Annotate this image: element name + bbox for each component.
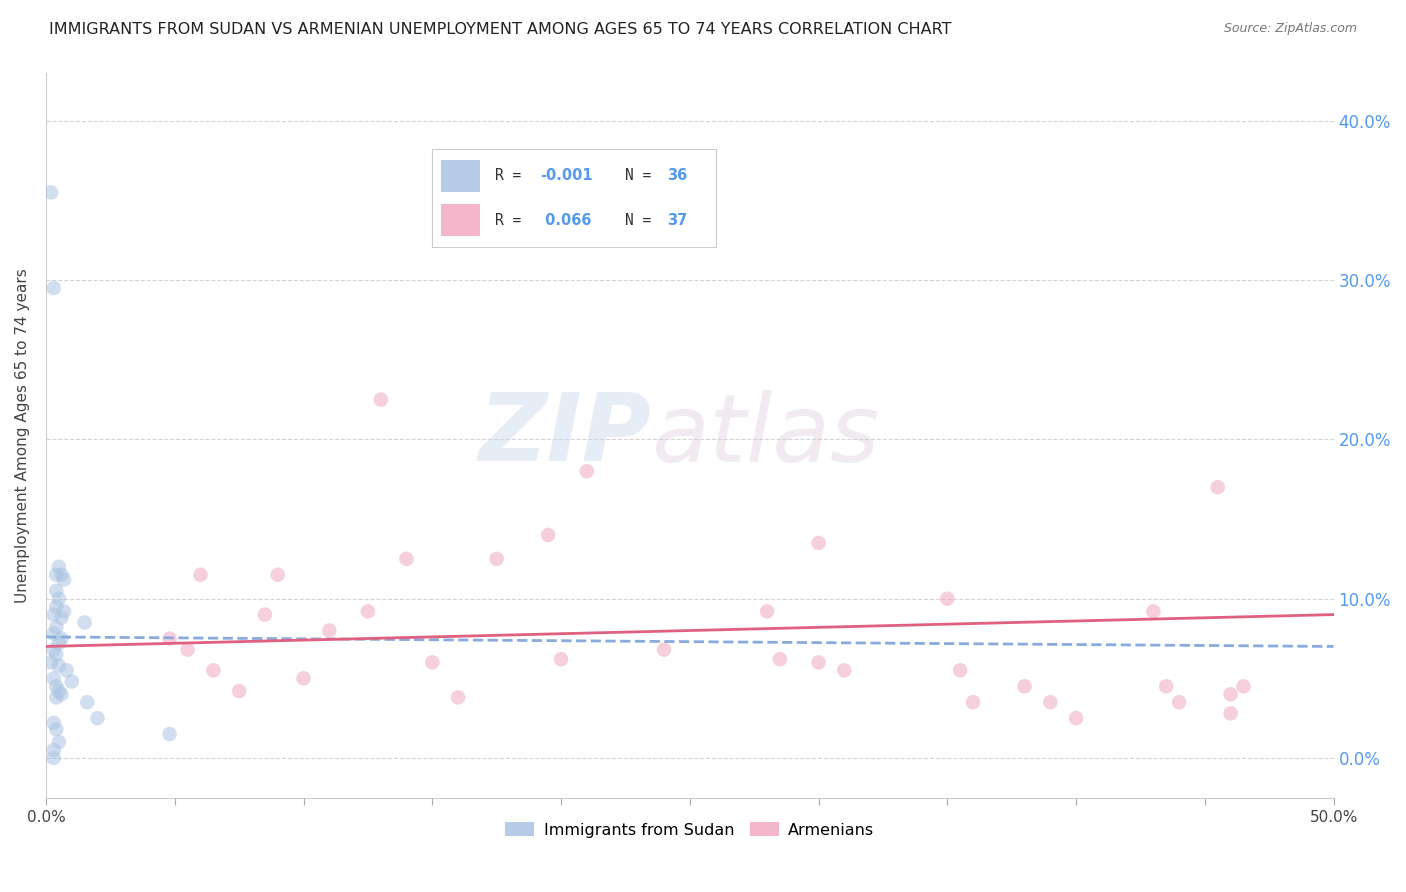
Point: [176, 642, 198, 657]
Point: [45, 599, 67, 614]
Point: [807, 656, 830, 670]
Point: [51, 611, 73, 625]
Point: [395, 552, 418, 566]
Point: [485, 552, 508, 566]
Point: [190, 567, 212, 582]
Point: [1039, 695, 1062, 709]
Point: [51, 632, 73, 646]
Point: [834, 664, 856, 678]
Point: [1219, 687, 1241, 701]
Point: [357, 604, 380, 618]
Point: [420, 656, 443, 670]
Point: [267, 567, 290, 582]
Point: [253, 607, 276, 622]
Point: [42, 642, 65, 657]
Point: [42, 715, 65, 730]
Point: [48, 684, 70, 698]
Point: [48, 636, 70, 650]
Point: [55, 664, 77, 678]
Point: [936, 591, 959, 606]
Point: [807, 536, 830, 550]
Point: [86, 711, 108, 725]
Point: [48, 559, 70, 574]
Point: [1206, 480, 1229, 494]
Point: [550, 652, 572, 666]
Point: [318, 624, 340, 638]
Point: [949, 664, 972, 678]
Point: [45, 583, 67, 598]
Point: [45, 690, 67, 705]
Point: [42, 607, 65, 622]
Point: [575, 464, 598, 478]
Point: [447, 690, 470, 705]
Point: [202, 664, 225, 678]
Y-axis label: Unemployment Among Ages 65 to 74 years: Unemployment Among Ages 65 to 74 years: [15, 268, 30, 603]
Point: [42, 751, 65, 765]
Point: [1219, 706, 1241, 721]
Point: [652, 642, 675, 657]
Point: [48, 658, 70, 673]
Point: [48, 591, 70, 606]
Point: [45, 723, 67, 737]
Point: [42, 626, 65, 640]
Point: [962, 695, 984, 709]
Point: [51, 687, 73, 701]
Text: IMMIGRANTS FROM SUDAN VS ARMENIAN UNEMPLOYMENT AMONG AGES 65 TO 74 YEARS CORRELA: IMMIGRANTS FROM SUDAN VS ARMENIAN UNEMPL…: [49, 22, 952, 37]
Point: [756, 604, 779, 618]
Point: [42, 281, 65, 295]
Point: [73, 615, 96, 630]
Text: Source: ZipAtlas.com: Source: ZipAtlas.com: [1223, 22, 1357, 36]
Point: [1014, 679, 1036, 693]
Point: [51, 567, 73, 582]
Point: [76, 695, 98, 709]
Point: [48, 735, 70, 749]
Point: [1142, 604, 1164, 618]
Point: [292, 671, 315, 685]
Point: [60, 674, 83, 689]
Point: [53, 604, 76, 618]
Point: [42, 743, 65, 757]
Point: [45, 648, 67, 662]
Point: [1232, 679, 1254, 693]
Legend: Immigrants from Sudan, Armenians: Immigrants from Sudan, Armenians: [499, 816, 880, 844]
Point: [769, 652, 792, 666]
Point: [1064, 711, 1087, 725]
Point: [159, 632, 181, 646]
Point: [159, 727, 181, 741]
Point: [1168, 695, 1191, 709]
Text: atlas: atlas: [651, 390, 879, 481]
Point: [42, 671, 65, 685]
Point: [228, 684, 250, 698]
Point: [45, 679, 67, 693]
Point: [45, 620, 67, 634]
Point: [39, 656, 62, 670]
Point: [53, 573, 76, 587]
Point: [39, 186, 62, 200]
Point: [537, 528, 560, 542]
Text: ZIP: ZIP: [478, 390, 651, 482]
Point: [370, 392, 392, 407]
Point: [1154, 679, 1177, 693]
Point: [45, 567, 67, 582]
